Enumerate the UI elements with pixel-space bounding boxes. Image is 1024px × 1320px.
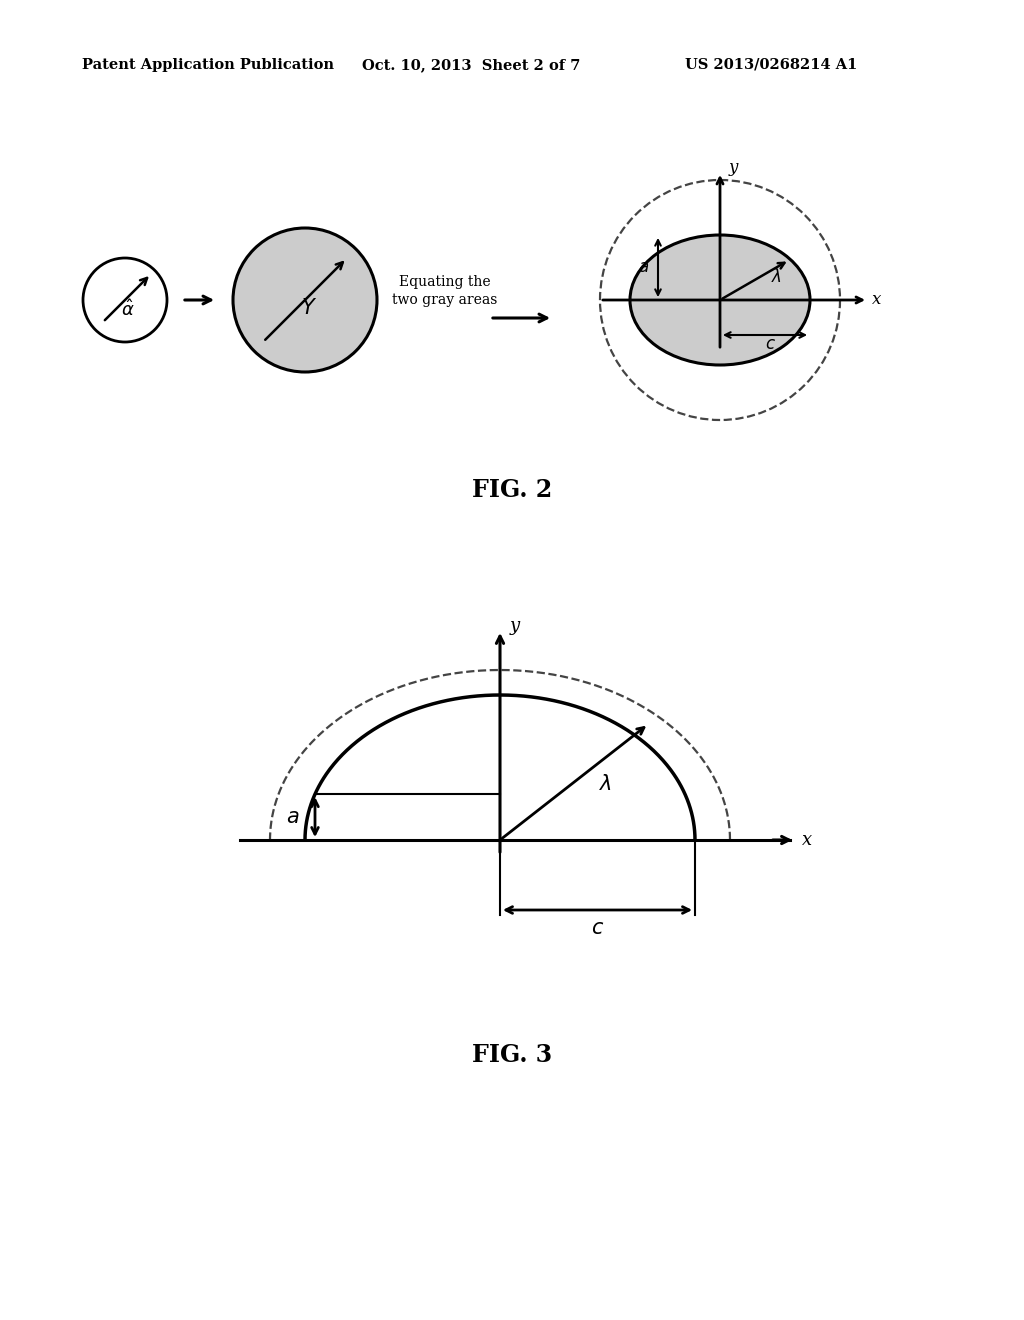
Ellipse shape [630, 235, 810, 366]
Text: x: x [802, 832, 812, 849]
Text: $\lambda$: $\lambda$ [599, 774, 612, 793]
Circle shape [233, 228, 377, 372]
Text: $a$: $a$ [287, 808, 300, 826]
Text: $c$: $c$ [591, 919, 604, 937]
Text: Equating the: Equating the [399, 275, 490, 289]
Text: y: y [510, 616, 520, 635]
Text: FIG. 3: FIG. 3 [472, 1043, 552, 1067]
Text: Patent Application Publication: Patent Application Publication [82, 58, 334, 73]
Text: Oct. 10, 2013  Sheet 2 of 7: Oct. 10, 2013 Sheet 2 of 7 [362, 58, 581, 73]
Text: x: x [872, 292, 882, 309]
Text: $Y$: $Y$ [301, 298, 317, 318]
Text: $c$: $c$ [765, 337, 775, 352]
Text: $\hat{\alpha}$: $\hat{\alpha}$ [121, 300, 135, 321]
Text: two gray areas: two gray areas [392, 293, 498, 308]
Text: US 2013/0268214 A1: US 2013/0268214 A1 [685, 58, 857, 73]
Text: FIG. 2: FIG. 2 [472, 478, 552, 502]
Text: y: y [729, 160, 738, 177]
Text: $a$: $a$ [638, 259, 649, 276]
Text: $\lambda$: $\lambda$ [771, 268, 781, 286]
